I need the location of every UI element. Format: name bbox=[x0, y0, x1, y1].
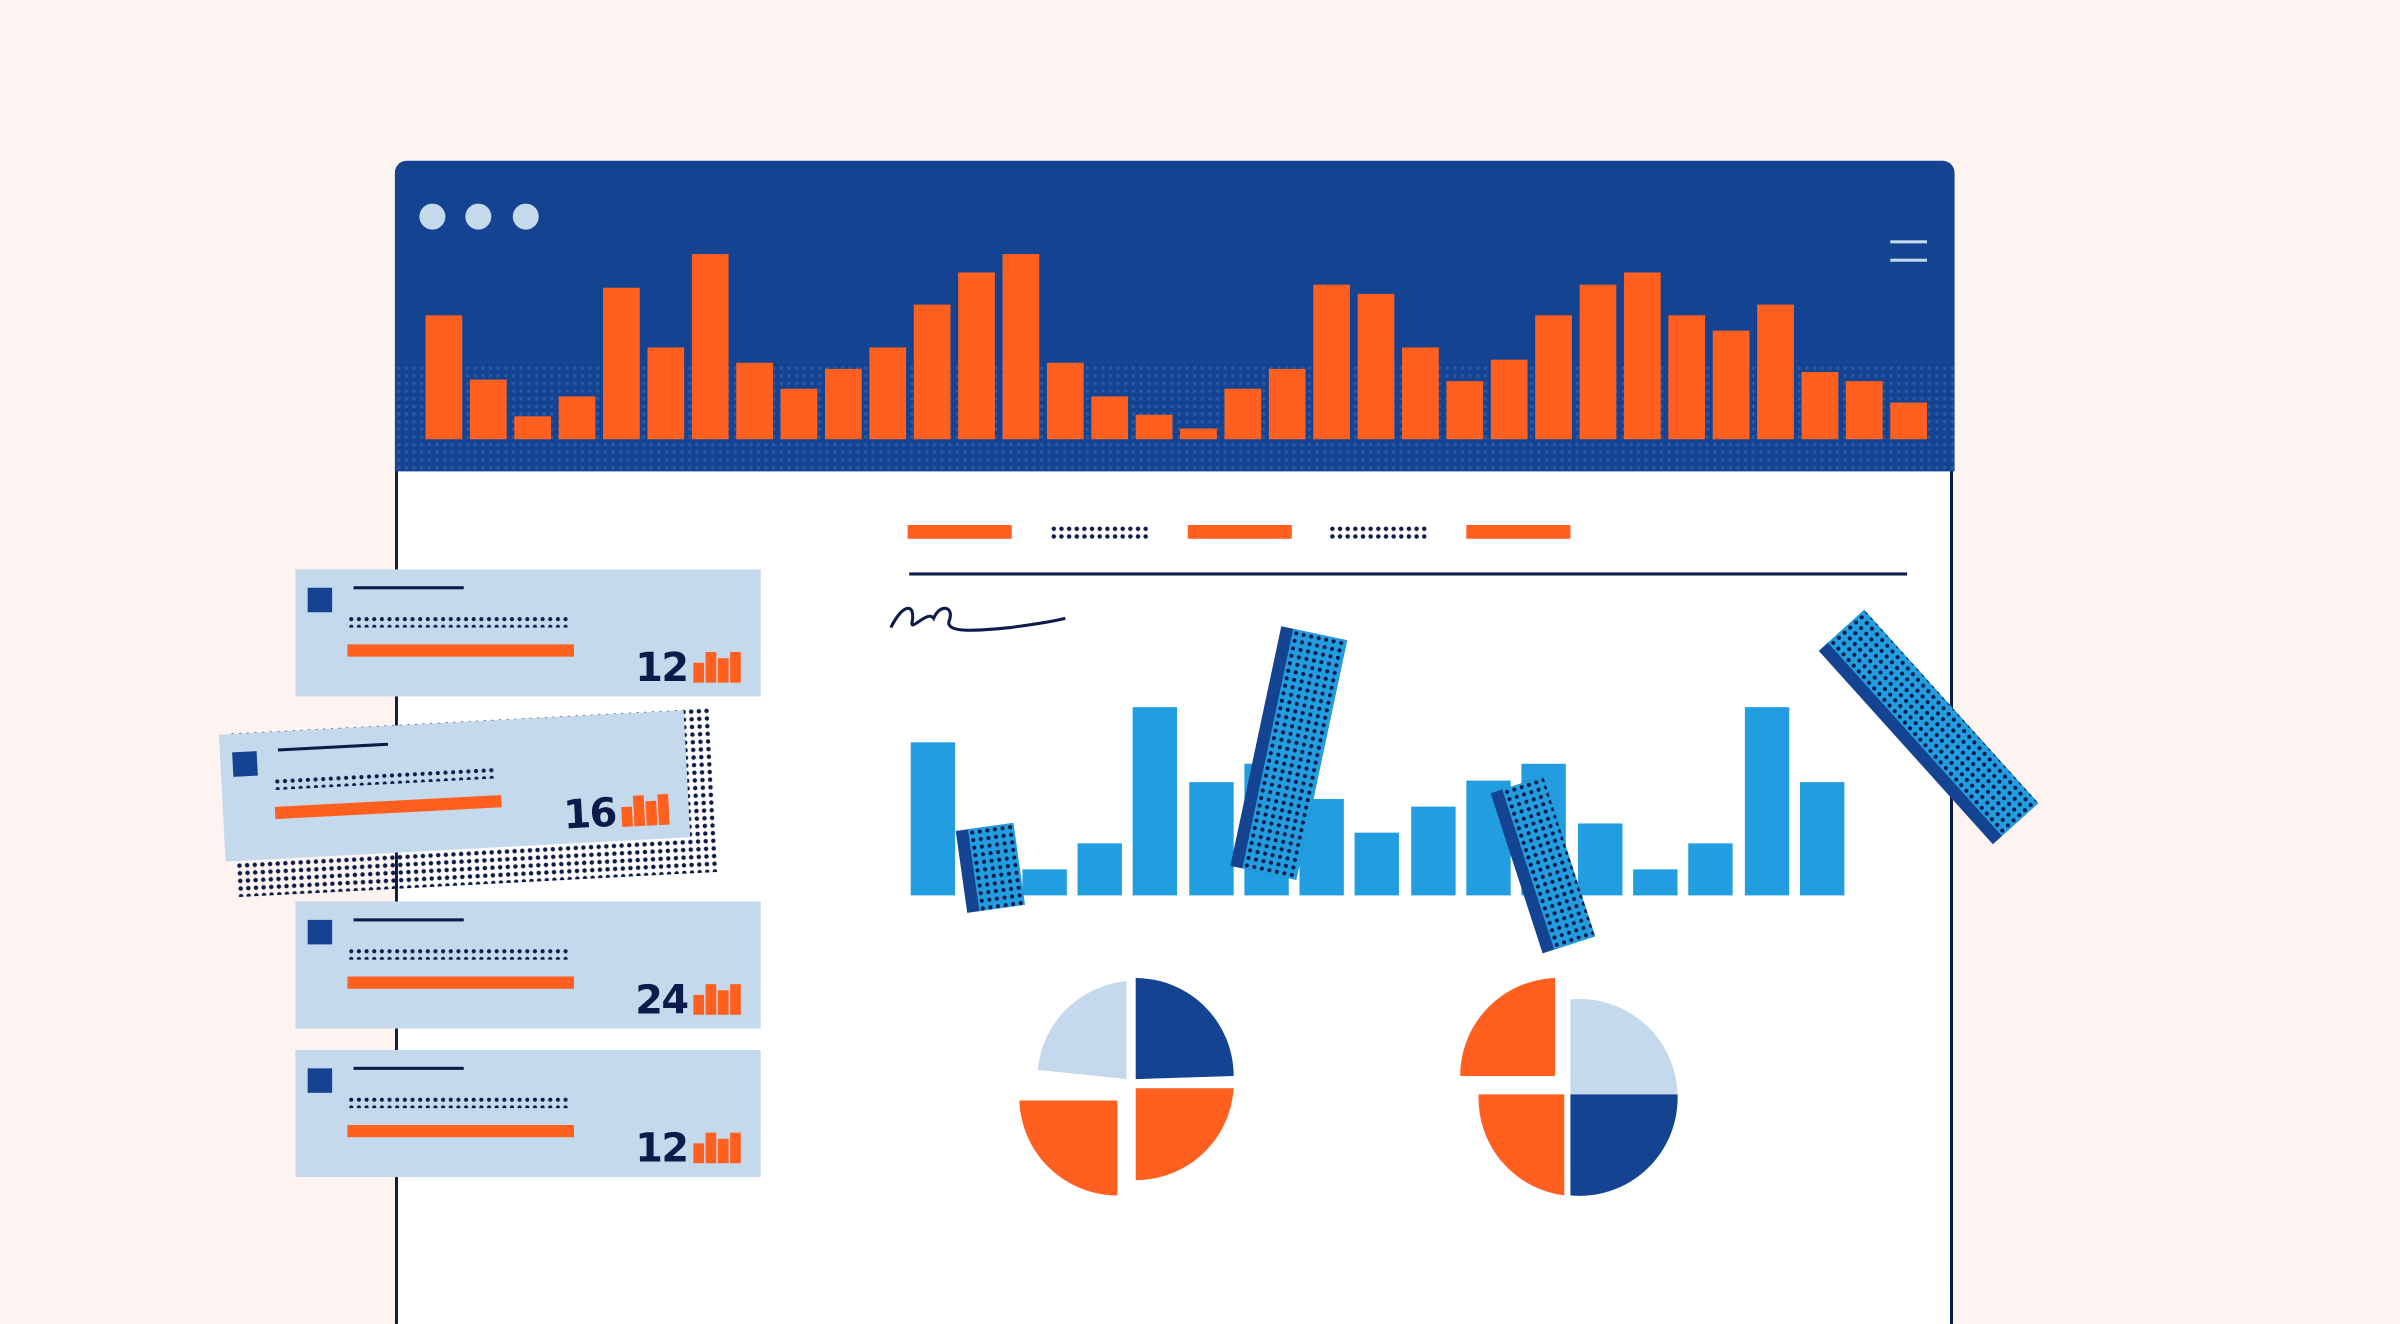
header-bar bbox=[913, 304, 951, 440]
chart-bar bbox=[1577, 823, 1622, 896]
header-bar bbox=[1268, 368, 1306, 440]
window-dot-icon[interactable] bbox=[465, 203, 492, 230]
header-bar bbox=[1579, 284, 1617, 440]
header-bar bbox=[1845, 381, 1883, 440]
chart-bar bbox=[1188, 782, 1233, 896]
header-bar bbox=[824, 368, 862, 440]
header-bar bbox=[869, 347, 907, 440]
header-bar bbox=[603, 288, 640, 440]
pie-slice bbox=[1135, 978, 1234, 1080]
card-progress-line bbox=[347, 1124, 574, 1138]
chart-bar bbox=[1355, 833, 1400, 896]
mini-bar-chart-icon bbox=[693, 649, 745, 683]
card-value: 24 bbox=[635, 978, 689, 1024]
header-bar bbox=[1890, 401, 1928, 440]
header-bar bbox=[1801, 372, 1839, 440]
pie-slice bbox=[1570, 999, 1678, 1095]
card-progress-line bbox=[347, 644, 574, 657]
card-progress-line bbox=[347, 976, 574, 989]
dashboard-illustration: 12 16 24 12 bbox=[218, 160, 2039, 1324]
header-bar bbox=[1668, 316, 1706, 440]
tab-2[interactable] bbox=[1049, 524, 1148, 541]
pie-chart-1 bbox=[1019, 978, 1234, 1196]
mini-bar-chart-icon bbox=[621, 791, 675, 827]
tab-4[interactable] bbox=[1328, 524, 1427, 541]
chart-bar bbox=[1132, 707, 1178, 896]
tilted-bar bbox=[955, 822, 1025, 913]
card-icon bbox=[307, 919, 333, 945]
card-title-line bbox=[353, 918, 464, 922]
header-bar bbox=[1623, 273, 1661, 440]
divider bbox=[909, 572, 1908, 576]
header-bar bbox=[1357, 293, 1395, 440]
card-value: 16 bbox=[562, 790, 617, 840]
header-bar bbox=[958, 273, 995, 440]
card-icon bbox=[307, 587, 333, 613]
tab-3[interactable] bbox=[1187, 524, 1292, 539]
header-bar bbox=[691, 254, 729, 440]
card-dotted-line bbox=[347, 947, 571, 960]
card-icon bbox=[307, 1068, 333, 1093]
signature-squiggle bbox=[889, 606, 1066, 632]
header-bar bbox=[469, 379, 507, 440]
header-bar bbox=[647, 347, 685, 440]
chart-bar bbox=[1744, 707, 1789, 896]
header-bar bbox=[1535, 316, 1572, 440]
chart-bar bbox=[1410, 806, 1456, 896]
tab-1[interactable] bbox=[907, 524, 1012, 539]
pie-slice bbox=[1570, 1094, 1678, 1196]
header-bar bbox=[736, 362, 773, 440]
header-bar bbox=[1757, 304, 1794, 440]
stat-card[interactable]: 16 bbox=[218, 710, 691, 862]
header-bar bbox=[558, 396, 596, 440]
pie-slice bbox=[1019, 1100, 1118, 1196]
stat-card[interactable]: 12 bbox=[295, 1049, 761, 1178]
card-progress-line bbox=[274, 795, 502, 820]
window-dot-icon[interactable] bbox=[419, 203, 446, 230]
header-bar bbox=[780, 388, 818, 440]
pie-slice bbox=[1135, 1088, 1234, 1181]
chart-bar bbox=[1021, 869, 1067, 896]
header-bar bbox=[1224, 388, 1262, 440]
header-bar bbox=[1490, 358, 1528, 440]
header-bar bbox=[1402, 347, 1439, 440]
window-header bbox=[394, 160, 1955, 472]
mini-bar-chart-icon bbox=[693, 981, 745, 1015]
header-bar bbox=[1712, 330, 1750, 440]
chart-bar bbox=[1077, 842, 1122, 896]
header-bar bbox=[1313, 284, 1350, 440]
card-title-line bbox=[353, 1066, 464, 1070]
mini-bar-chart-icon bbox=[693, 1130, 745, 1164]
chart-bar bbox=[910, 742, 956, 896]
card-icon bbox=[232, 751, 258, 777]
card-title-line bbox=[353, 586, 464, 590]
tab-5[interactable] bbox=[1466, 524, 1571, 539]
stat-card[interactable]: 24 bbox=[295, 901, 761, 1029]
card-dotted-line bbox=[347, 1095, 571, 1109]
card-dotted-line bbox=[273, 766, 498, 791]
header-bar bbox=[514, 416, 552, 440]
chart-bar bbox=[1799, 782, 1845, 896]
card-value: 12 bbox=[635, 1126, 689, 1173]
header-bar bbox=[1046, 362, 1084, 440]
header-bar bbox=[1091, 396, 1129, 440]
pie-slice bbox=[1460, 978, 1556, 1077]
card-value: 12 bbox=[635, 645, 689, 692]
pie-chart-2 bbox=[1460, 978, 1678, 1196]
pie-slice bbox=[1478, 1094, 1565, 1196]
header-bar bbox=[1135, 414, 1173, 440]
header-bar bbox=[1002, 254, 1040, 440]
window-dot-icon[interactable] bbox=[512, 203, 539, 230]
stat-card[interactable]: 12 bbox=[295, 569, 761, 697]
header-bar bbox=[1446, 381, 1484, 440]
chart-bar bbox=[1632, 869, 1678, 896]
header-bar bbox=[1180, 428, 1217, 440]
hamburger-icon[interactable] bbox=[1890, 240, 1928, 262]
card-dotted-line bbox=[347, 615, 571, 628]
chart-bar bbox=[1688, 842, 1733, 896]
pie-slice bbox=[1037, 981, 1127, 1080]
header-bar bbox=[425, 316, 463, 440]
card-title-line bbox=[277, 742, 389, 752]
